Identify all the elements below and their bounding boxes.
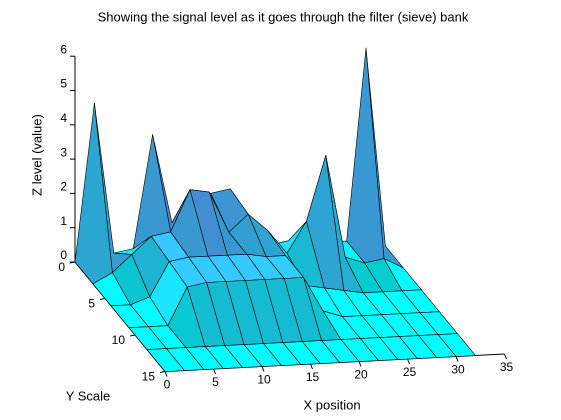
z-tick-label: 2: [60, 180, 67, 194]
z-tick-label: 3: [60, 145, 67, 159]
z-axis-label: Z level (value): [29, 114, 44, 196]
x-tick-label: 25: [403, 365, 417, 379]
x-tick-label: 30: [451, 363, 465, 377]
x-tick-label: 10: [257, 373, 271, 387]
chart-title: Showing the signal level as it goes thro…: [98, 9, 469, 24]
y-tick: [69, 261, 76, 264]
x-tick-label: 15: [306, 370, 320, 384]
x-axis-label: X position: [303, 397, 360, 412]
y-tick-label: 0: [58, 260, 65, 274]
x-tick: [455, 356, 459, 362]
x-tick: [213, 368, 216, 375]
y-tick-label: 10: [112, 333, 126, 347]
surface-patch: [146, 348, 185, 372]
x-tick: [310, 363, 313, 370]
x-tick: [164, 371, 168, 377]
x-tick-label: 5: [212, 375, 219, 389]
y-tick: [159, 371, 166, 373]
z-tick-label: 6: [60, 42, 67, 56]
z-tick-label: 0: [60, 248, 67, 262]
y-tick-label: 5: [88, 297, 95, 311]
x-tick-label: 35: [500, 360, 514, 374]
z-tick-label: 5: [60, 77, 67, 91]
y-tick: [99, 298, 106, 300]
z-tick-label: 4: [60, 111, 67, 125]
x-tick: [407, 358, 410, 365]
x-tick: [504, 353, 507, 360]
z-tick-label: 1: [60, 214, 67, 228]
x-tick: [261, 366, 265, 372]
x-tick-label: 20: [354, 368, 368, 382]
y-tick-label: 15: [142, 370, 156, 384]
x-tick: [358, 361, 362, 367]
y-axis-label: Y Scale: [66, 388, 111, 403]
x-tick-label: 0: [164, 378, 171, 392]
y-tick: [129, 334, 136, 337]
